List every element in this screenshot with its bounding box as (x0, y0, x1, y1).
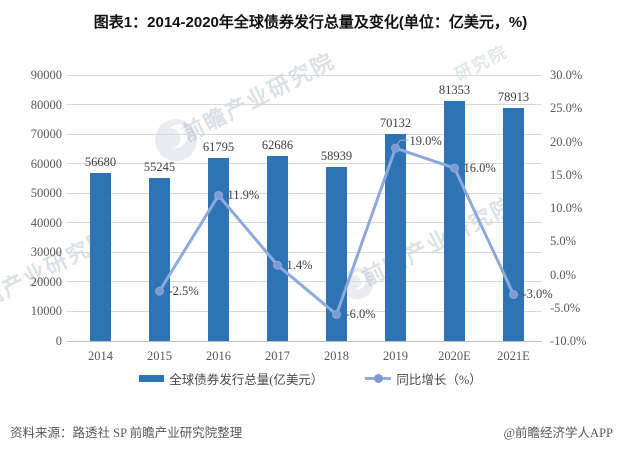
y-axis-label-right: 25.0% (550, 101, 583, 116)
legend: 全球债券发行总量(亿美元） 同比增长（%） (0, 369, 621, 388)
chart-title: 图表1：2014-2020年全球债券发行总量及变化(单位：亿美元，%) (93, 14, 528, 31)
y-axis-label-right: 20.0% (550, 134, 583, 149)
credit-note: @前瞻经济学人APP (503, 426, 613, 440)
legend-label-total-issuance: 全球债券发行总量(亿美元） (169, 373, 324, 387)
y-axis-label-right: 5.0% (550, 234, 577, 249)
bar-value-label: 78913 (497, 89, 530, 104)
y-axis-label-right: 0.0% (550, 267, 577, 282)
y-axis-label-left: 0 (55, 334, 62, 348)
y-axis-label-left: 90000 (30, 68, 62, 82)
bar-value-label: 56680 (84, 155, 117, 170)
grid-line (67, 340, 542, 342)
y-axis-label-left: 50000 (30, 186, 62, 201)
line-value-label: -6.0% (345, 307, 376, 322)
y-axis-label-right: -10.0% (550, 334, 587, 348)
bar (267, 155, 288, 341)
grid-line (67, 74, 542, 76)
x-axis-label: 2020E (438, 349, 471, 363)
line-value-label: 19.0% (409, 134, 442, 149)
watermark-text: 研究院 (451, 41, 512, 85)
y-axis-label-right: 15.0% (550, 167, 583, 182)
y-axis-label-left: 40000 (30, 215, 62, 230)
legend-label-yoy-growth: 同比增长（%） (396, 373, 482, 387)
bar (208, 158, 229, 341)
grid-line (67, 251, 542, 253)
bar (326, 166, 347, 341)
x-axis-label: 2021E (497, 349, 530, 363)
line-value-label: -3.0% (522, 287, 553, 302)
bar-value-label: 70132 (379, 115, 412, 130)
watermark-text: 前瞻产业研究院 (358, 191, 520, 291)
bar-value-label: 61795 (202, 140, 235, 155)
line-value-label: 16.0% (463, 161, 496, 176)
grid-line (67, 133, 542, 135)
watermark-text: 前瞻产业研究院 (178, 47, 340, 147)
x-axis-label: 2015 (147, 349, 172, 363)
line-value-label: 1.4% (286, 258, 313, 273)
legend-item-yoy-growth: 同比增长（%） (365, 369, 482, 388)
bar-value-label: 55245 (143, 159, 176, 174)
y-axis-label-left: 60000 (30, 156, 62, 171)
line-value-label: 11.9% (227, 188, 260, 203)
bar (444, 100, 465, 341)
y-axis-label-left: 10000 (30, 304, 62, 319)
y-axis-label-right: -5.0% (550, 300, 581, 315)
bar-value-label: 62686 (261, 137, 294, 152)
bar (385, 133, 406, 341)
bar (90, 173, 111, 341)
grid-line (67, 281, 542, 283)
grid-line (67, 192, 542, 194)
legend-bar-swatch-icon (139, 375, 165, 382)
source-note: 资料来源：路透社 SP 前瞻产业研究院整理 (10, 426, 243, 440)
x-axis-label: 2016 (206, 349, 231, 363)
legend-line-swatch-icon (365, 374, 392, 383)
grid-line (67, 310, 542, 312)
y-axis-label-left: 70000 (30, 127, 62, 142)
grid-line (67, 222, 542, 224)
bar-value-label: 81353 (438, 82, 471, 97)
x-axis-label: 2014 (88, 349, 113, 363)
bar-value-label: 58939 (320, 148, 353, 163)
x-axis-label: 2017 (265, 349, 290, 363)
y-axis-label-left: 30000 (30, 245, 62, 260)
grid-line (67, 104, 542, 106)
legend-item-total-issuance: 全球债券发行总量(亿美元） (139, 369, 323, 388)
x-axis-label: 2018 (324, 349, 349, 363)
line-value-label: -2.5% (168, 284, 199, 299)
bar (503, 107, 524, 341)
y-axis-label-right: 10.0% (550, 201, 583, 215)
y-axis-label-left: 20000 (30, 274, 62, 289)
y-axis-label-right: 30.0% (550, 68, 583, 82)
bar (149, 177, 170, 341)
x-axis-label: 2019 (383, 349, 408, 363)
y-axis-label-left: 80000 (30, 97, 62, 112)
